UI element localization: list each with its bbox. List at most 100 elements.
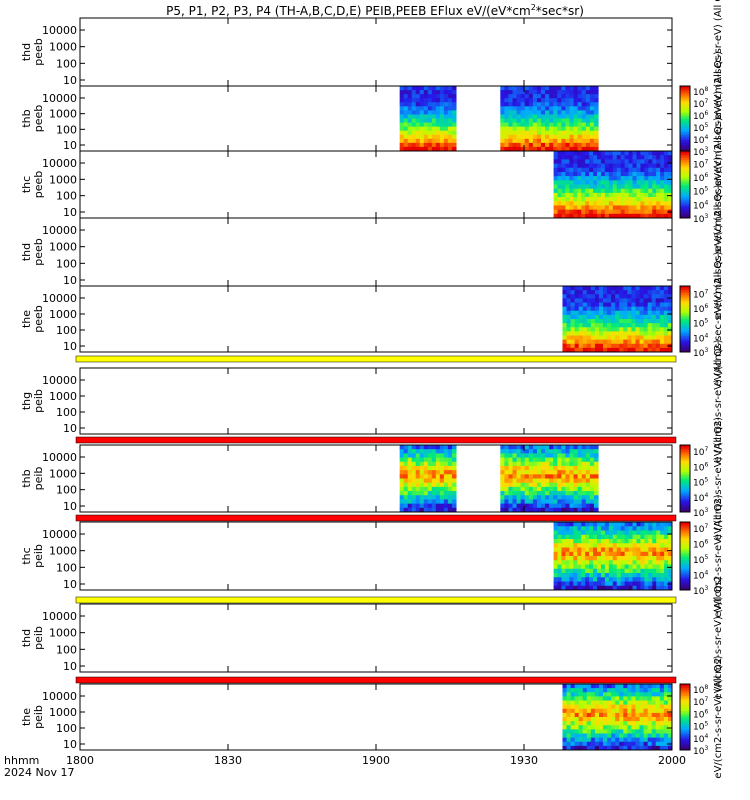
y-tick-label: 100 [56, 324, 77, 337]
y-tick-label: 100 [56, 123, 77, 136]
panel-ylabel-product: peeb [32, 238, 45, 266]
panel-ylabel-probe: thd [20, 629, 33, 647]
panel-frame [79, 367, 673, 435]
quality-flag-bar [75, 676, 677, 684]
quality-flag-bar [75, 596, 677, 604]
colorbar-tick-label: 107 [693, 523, 708, 535]
panel-ylabel-probe: thc [20, 547, 33, 564]
panel-ylabel-product: peib [32, 389, 45, 413]
y-tick-label: 10000 [42, 24, 77, 37]
y-tick-label: 100 [56, 57, 77, 70]
y-tick-label: 10000 [42, 292, 77, 305]
panel-ylabel-probe: thb [20, 109, 33, 127]
colorbar-tick-label: 104 [693, 134, 708, 146]
panel-ylabel-probe: the [20, 708, 33, 726]
colorbar-tick-label: 104 [693, 492, 708, 504]
y-tick-label: 100 [56, 561, 77, 574]
y-tick-label: 1000 [49, 545, 77, 558]
data-interval-1 [500, 86, 599, 151]
panel-ylabel-probe: thc [20, 176, 33, 193]
colorbar-tick-label: 103 [693, 507, 708, 519]
panel-ylabel-product: peib [32, 626, 45, 650]
panel-thd-peib: 10 100 1000 10000 thd peib eV/(cm2-s-sr-eV) (A… [20, 576, 724, 699]
quality-flag-bar [75, 436, 677, 444]
y-tick-label: 1000 [49, 241, 77, 254]
y-tick-label: 10 [63, 206, 77, 219]
x-axis-date-label: 2024 Nov 17 [4, 766, 74, 779]
panel-ylabel-probe: the [20, 310, 33, 328]
y-tick-label: 100 [56, 484, 77, 497]
colorbar: 103 104 105 106 107 [679, 521, 708, 597]
colorbar-tick-label: 103 [693, 146, 708, 158]
colorbar: 103 104 105 106 107 [679, 285, 708, 359]
panel-ylabel-product: peib [32, 467, 45, 491]
x-tick-label: 2000 [658, 754, 686, 767]
panel-ylabel-probe: thg [20, 392, 33, 410]
data-interval-1 [500, 445, 599, 512]
data-interval-0 [399, 86, 457, 151]
colorbar-tick-label: 108 [693, 684, 708, 696]
y-tick-label: 1000 [49, 108, 77, 121]
colorbar: 103 104 105 106 107 [679, 444, 708, 519]
y-tick-label: 10000 [42, 690, 77, 703]
y-tick-label: 10000 [42, 92, 77, 105]
y-tick-label: 10 [63, 340, 77, 353]
panel-frame [79, 603, 673, 673]
y-tick-label: 10 [63, 422, 77, 435]
colorbar-tick-label: 106 [693, 461, 708, 473]
panel-units-label: eV/(cm2-s-sr-eV) (All Qs) [713, 655, 724, 778]
panel-units-label: eV/(cm2-s-sr-eV) (All Qs) [713, 494, 724, 617]
panel-units-label: eV/(cm2-s-sr-eV) (All Qs) [713, 417, 724, 540]
y-tick-label: 10 [63, 274, 77, 287]
x-tick-label: 1900 [362, 754, 390, 767]
data-interval-0 [553, 151, 672, 218]
plot-title-superscript: 2 [530, 3, 536, 12]
y-tick-label: 10 [63, 660, 77, 673]
x-tick-label: 1830 [214, 754, 242, 767]
colorbar-tick-label: 105 [693, 122, 708, 134]
quality-flag-bar [75, 355, 677, 363]
panel-frame [79, 217, 673, 287]
panel-units-label: eV/(cm2-s-sr-eV) (All Qs) [713, 339, 724, 462]
panel-ylabel-probe: thd [20, 43, 33, 61]
data-interval-0 [399, 445, 457, 512]
colorbar-tick-label: 104 [693, 733, 708, 745]
y-tick-label: 10 [63, 74, 77, 87]
y-tick-label: 10 [63, 578, 77, 591]
y-tick-label: 1000 [49, 173, 77, 186]
plot-title-end: *sec*sr) [535, 4, 584, 18]
y-tick-label: 1000 [49, 390, 77, 403]
panel-thc-peib: 10 100 1000 10000 thc peib 103 104 105 106 107 eV/(… [20, 494, 724, 617]
y-tick-label: 10 [63, 738, 77, 751]
colorbar-tick-label: 107 [693, 98, 708, 110]
y-tick-label: 10000 [42, 451, 77, 464]
y-tick-label: 10000 [42, 224, 77, 237]
colorbar-tick-label: 107 [693, 446, 708, 458]
data-interval-0 [553, 522, 672, 590]
colorbar-tick-label: 107 [693, 288, 708, 300]
colorbar-tick-label: 103 [693, 745, 708, 757]
colorbar-tick-label: 105 [693, 477, 708, 489]
colorbar-tick-label: 105 [693, 318, 708, 330]
y-tick-label: 10 [63, 500, 77, 513]
colorbar-tick-label: 106 [693, 110, 708, 122]
colorbar-tick-label: 107 [693, 696, 708, 708]
colorbar-tick-label: 106 [693, 708, 708, 720]
panel-the-peeb: 10 100 1000 10000 the peeb 103 104 105 106 107 eV/(… [20, 252, 724, 387]
panel-units-label: eV/(cm2-sec-sr-eV) (All Qs) [713, 0, 724, 119]
panel-ylabel-product: peib [32, 705, 45, 729]
y-tick-label: 10 [63, 139, 77, 152]
x-tick-label: 1800 [66, 754, 94, 767]
panel-units-label: eV/(cm2-sec-sr-eV) (All Qs) [713, 252, 724, 387]
panel-ylabel-probe: thb [20, 469, 33, 487]
panel-units-label: eV/(cm2-sec-sr-eV) (All Qs) [713, 51, 724, 186]
y-tick-label: 1000 [49, 706, 77, 719]
panel-ylabel-product: peeb [32, 105, 45, 133]
panel-ylabel-product: peeb [32, 305, 45, 333]
panel-thg-peib: 10 100 1000 10000 thg peib eV/(cm2-s-sr-eV) (A… [20, 339, 724, 462]
panel-units-label: eV/(cm2-sec-sr-eV) (All Qs) [713, 185, 724, 320]
colorbar-tick-label: 106 [693, 539, 708, 551]
